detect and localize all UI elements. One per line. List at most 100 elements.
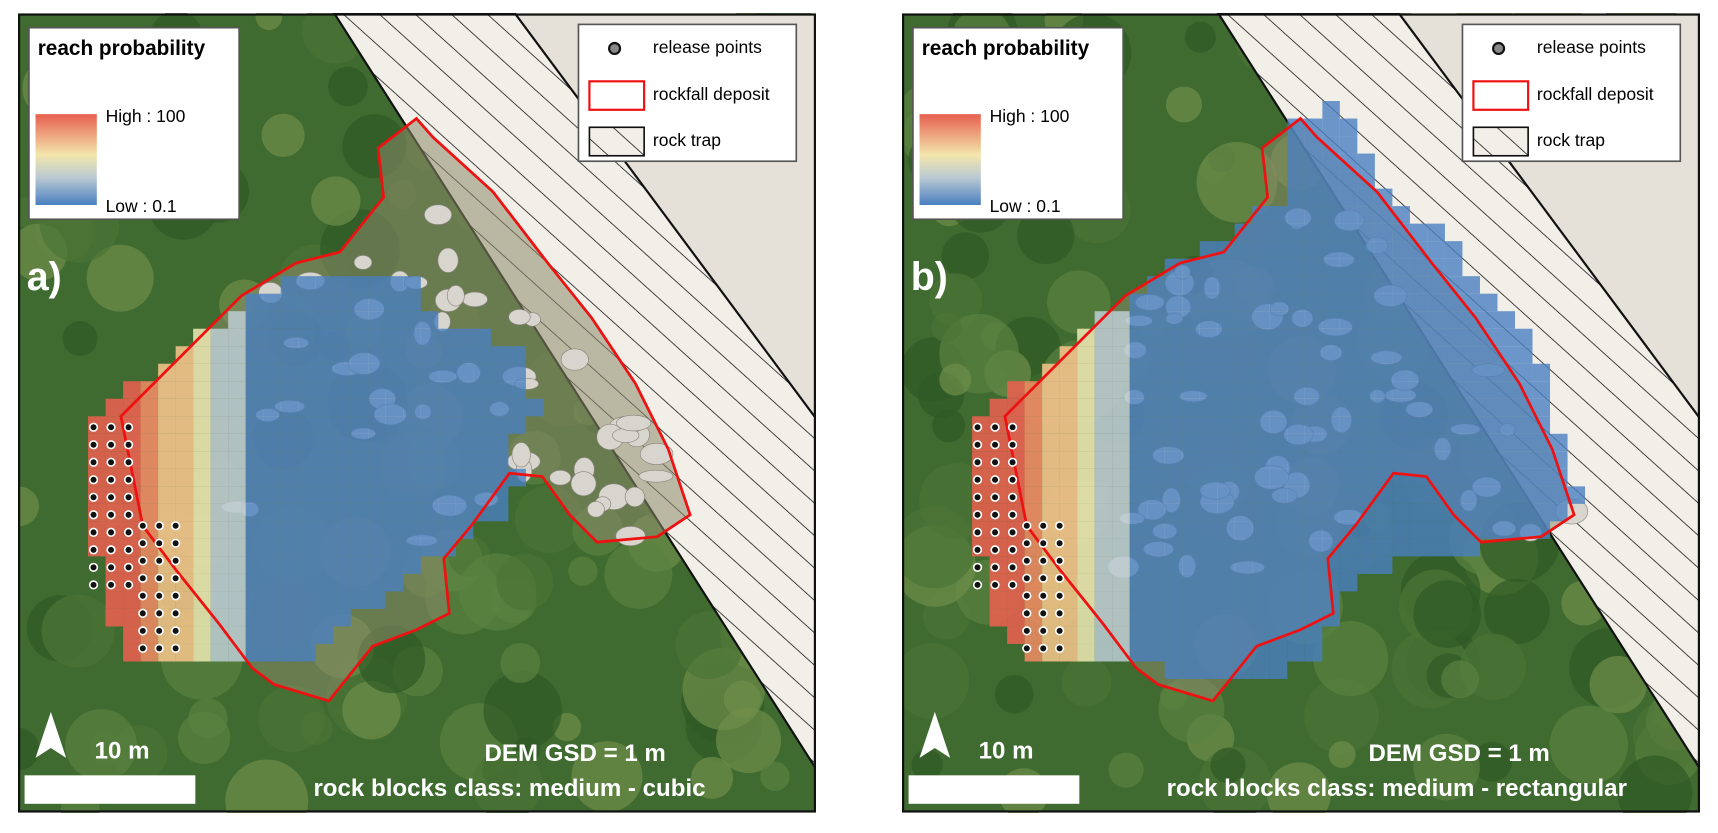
raster-cell	[1392, 381, 1410, 399]
raster-cell	[490, 363, 509, 382]
raster-cell	[333, 451, 351, 469]
raster-cell	[1077, 433, 1095, 452]
raster-cell	[333, 363, 351, 382]
raster-cell	[1234, 503, 1253, 522]
raster-cell	[315, 573, 334, 592]
raster-cell	[1059, 346, 1078, 364]
rock-block	[587, 501, 605, 518]
raster-cell	[1444, 538, 1463, 557]
raster-cell	[1409, 451, 1428, 469]
raster-cell	[1479, 433, 1498, 452]
release-point	[138, 556, 148, 566]
raster-cell	[1182, 468, 1200, 487]
release-point	[138, 538, 148, 548]
raster-cell	[1357, 328, 1375, 347]
raster-cell	[210, 556, 229, 574]
raster-cell	[1024, 486, 1043, 504]
release-point	[1007, 580, 1018, 590]
raster-cell	[1129, 608, 1148, 627]
raster-cell	[1094, 451, 1113, 469]
release-point	[170, 521, 181, 531]
release-point	[1007, 562, 1018, 572]
release-point	[1038, 608, 1048, 618]
raster-cell	[350, 591, 369, 609]
raster-cell	[1199, 276, 1218, 294]
raster-cell	[298, 293, 316, 312]
raster-cell	[105, 591, 124, 609]
raster-cell	[490, 346, 509, 364]
raster-cell	[420, 503, 439, 522]
raster-cell	[1147, 626, 1165, 644]
raster-cell	[315, 608, 334, 627]
raster-cell	[1164, 398, 1183, 417]
raster-cell	[298, 503, 316, 522]
raster-cell	[1112, 503, 1130, 522]
raster-cell	[1374, 433, 1393, 452]
raster-cell	[403, 468, 421, 487]
raster-cell	[1322, 608, 1340, 627]
raster-cell	[1112, 433, 1130, 452]
raster-cell	[228, 521, 246, 539]
raster-cell	[1269, 451, 1288, 469]
raster-cell	[1129, 451, 1148, 469]
release-point	[1022, 643, 1032, 654]
raster-cell	[298, 521, 316, 539]
raster-cell	[1182, 538, 1200, 557]
raster-cell	[1287, 171, 1305, 189]
raster-cell	[1515, 416, 1533, 434]
raster-cell	[175, 503, 194, 522]
raster-cell	[438, 486, 456, 504]
raster-cell	[385, 276, 404, 294]
raster-cell	[280, 311, 299, 329]
raster-cell	[315, 381, 334, 399]
raster-cell	[298, 363, 316, 382]
raster-cell	[350, 276, 369, 294]
raster-cell	[1550, 486, 1568, 504]
key-deposit-symbol	[1472, 80, 1530, 111]
raster-cell	[1147, 293, 1165, 312]
raster-cell	[1339, 416, 1358, 434]
raster-cell	[1217, 468, 1235, 487]
raster-cell	[280, 626, 299, 644]
raster-cell	[1287, 381, 1305, 399]
raster-cell	[1515, 363, 1533, 382]
raster-cell	[1287, 486, 1305, 504]
raster-cell	[1077, 573, 1095, 592]
raster-cell	[1217, 276, 1235, 294]
raster-cell	[350, 503, 369, 522]
raster-cell	[1217, 363, 1235, 382]
raster-cell	[280, 451, 299, 469]
raster-cell	[1304, 538, 1323, 557]
raster-cell	[1147, 486, 1165, 504]
raster-cell	[508, 416, 526, 434]
raster-cell	[1252, 468, 1270, 487]
raster-cell	[1094, 556, 1113, 574]
release-point	[88, 457, 99, 467]
raster-cell	[1322, 311, 1340, 329]
raster-cell	[1357, 538, 1375, 557]
raster-cell	[525, 398, 544, 417]
raster-cell	[210, 433, 229, 452]
raster-cell	[350, 468, 369, 487]
release-point	[106, 475, 116, 485]
raster-cell	[1112, 643, 1130, 662]
raster-cell	[1164, 381, 1183, 399]
raster-cell	[140, 381, 159, 399]
raster-cell	[280, 556, 299, 574]
raster-cell	[385, 328, 404, 347]
raster-cell	[280, 503, 299, 522]
raster-cell	[1199, 643, 1218, 662]
raster-cell	[228, 468, 246, 487]
release-point	[990, 580, 1000, 590]
raster-cell	[1339, 538, 1358, 557]
raster-cell	[385, 521, 404, 539]
raster-cell	[1339, 398, 1358, 417]
raster-cell	[1497, 503, 1516, 522]
raster-cell	[333, 311, 351, 329]
raster-cell	[1287, 468, 1305, 487]
raster-cell	[1234, 591, 1253, 609]
raster-cell	[1322, 521, 1340, 539]
raster-cell	[1182, 293, 1200, 312]
raster-cell	[1392, 503, 1410, 522]
raster-cell	[1462, 451, 1480, 469]
